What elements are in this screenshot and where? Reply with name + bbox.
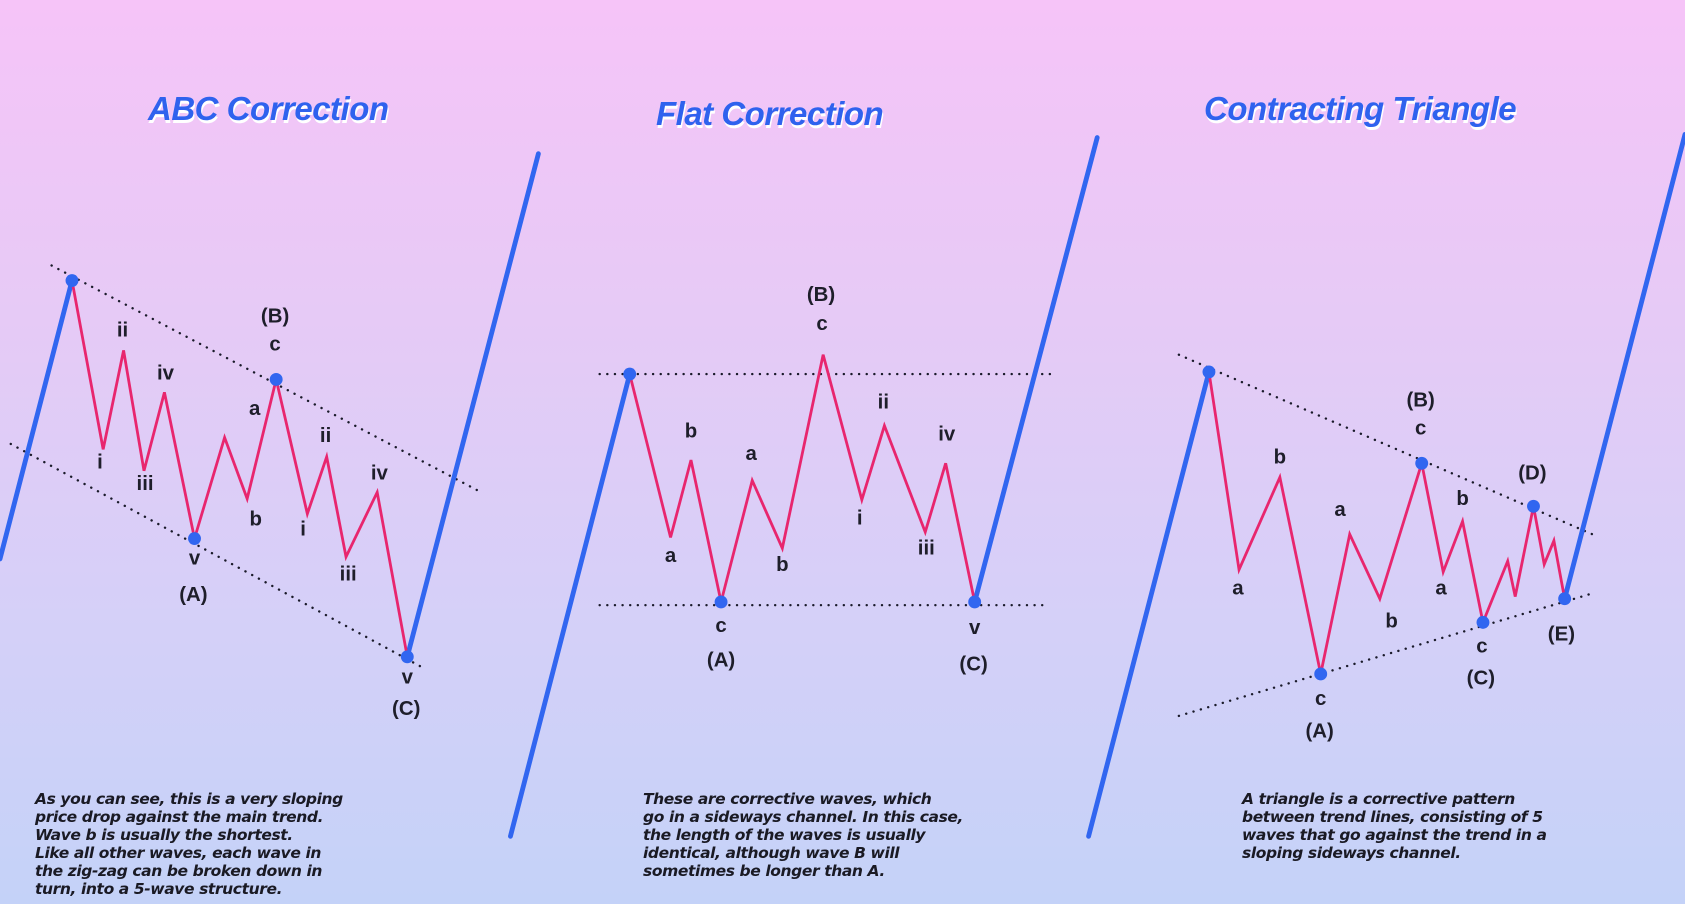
wave-label: v: [402, 667, 414, 689]
wave-label: iii: [340, 563, 357, 585]
impulse-in-line: [0, 278, 75, 562]
wave-label-B: (B): [807, 284, 835, 306]
wave-label: ii: [878, 391, 889, 413]
impulse-out-line: [972, 135, 1100, 605]
lower-trend-line: [1177, 592, 1594, 718]
wave-label-B: (B): [1406, 389, 1434, 411]
pivot-dot-C: [1476, 615, 1490, 629]
impulse-out-line: [404, 151, 541, 660]
wave-label: iv: [157, 362, 175, 384]
pivot-dot-B: [269, 372, 283, 386]
wave-label: b: [250, 509, 262, 531]
wave-label-C: (C): [1467, 668, 1495, 690]
flat-correction-description: These are corrective waves, which go in …: [643, 790, 964, 880]
pivot-dot-D: [1527, 499, 1540, 513]
upper-trend-line: [50, 264, 479, 492]
wave-label-E: (E): [1548, 624, 1575, 646]
wave-label: a: [665, 545, 677, 567]
wave-label-B: (B): [261, 305, 289, 327]
wave-label: v: [189, 547, 201, 569]
wave-label: iii: [918, 538, 935, 560]
wave-label: c: [1415, 417, 1426, 439]
wave-label: b: [776, 554, 788, 576]
wave-label: a: [745, 443, 757, 465]
wave-label-A: (A): [179, 584, 207, 606]
pivot-dot-C: [968, 595, 982, 609]
wave-label: c: [1315, 688, 1326, 710]
abc-correction-title: ABC Correction: [148, 90, 389, 127]
abc-wave-path: [70, 280, 409, 658]
wave-label: c: [715, 615, 726, 637]
wave-label: b: [1274, 446, 1286, 468]
pivot-dot-C: [400, 650, 414, 664]
wave-label: i: [857, 508, 863, 530]
pivot-dot-A: [188, 532, 201, 545]
triangle-wave-path: [1207, 371, 1567, 675]
wave-label-D: (D): [1518, 462, 1546, 484]
wave-label: a: [249, 398, 261, 420]
wave-label: iv: [371, 462, 389, 484]
wave-label: c: [1476, 635, 1487, 657]
impulse-in-line: [508, 371, 633, 839]
flat-wave-path: [628, 354, 977, 603]
contracting-triangle-title: Contracting Triangle: [1204, 90, 1517, 127]
impulse-in-line: [1086, 369, 1212, 839]
wave-label: a: [1334, 499, 1346, 521]
wave-label: iii: [137, 473, 154, 495]
wave-label: i: [300, 518, 306, 540]
contracting-triangle-description: A triangle is a corrective pattern betwe…: [1242, 790, 1547, 862]
wave-label: iv: [938, 424, 956, 446]
wave-label: ii: [117, 319, 128, 341]
abc-correction-panel: i ii iii iv v (A) a b c (B) i ii iii iv …: [0, 151, 541, 720]
wave-label-A: (A): [707, 649, 735, 671]
contracting-triangle-panel: a b c (A) a b c (B) a b c (C) (D) (E): [1086, 131, 1685, 839]
pivot-dot-E: [1558, 592, 1572, 606]
wave-label: c: [269, 333, 280, 355]
flat-correction-title: Flat Correction: [656, 95, 884, 132]
wave-label-A: (A): [1305, 720, 1333, 742]
lower-trend-line: [9, 442, 426, 670]
flat-correction-panel: a b c (A) a b c (B) i ii iii iv v (C): [508, 135, 1100, 839]
wave-label: a: [1232, 577, 1244, 599]
pivot-dot-start: [1202, 365, 1216, 379]
wave-label: b: [1456, 488, 1468, 510]
pivot-dot-start: [65, 274, 79, 288]
pivot-dot-start: [623, 367, 637, 381]
wave-label: b: [685, 420, 697, 442]
abc-correction-description: As you can see, this is a very sloping p…: [35, 790, 343, 898]
pivot-dot-B: [1415, 456, 1429, 470]
wave-label: ii: [320, 425, 331, 447]
wave-label: a: [1435, 577, 1447, 599]
wave-label: b: [1385, 611, 1397, 633]
impulse-out-line: [1562, 131, 1685, 602]
pivot-dot-A: [1314, 667, 1328, 681]
wave-label-C: (C): [959, 654, 987, 676]
wave-label: i: [97, 452, 103, 474]
pivot-dot-A: [714, 595, 728, 609]
wave-label-C: (C): [392, 698, 420, 720]
wave-label: c: [816, 313, 827, 335]
wave-label: v: [969, 617, 981, 639]
upper-trend-line: [1177, 353, 1596, 537]
